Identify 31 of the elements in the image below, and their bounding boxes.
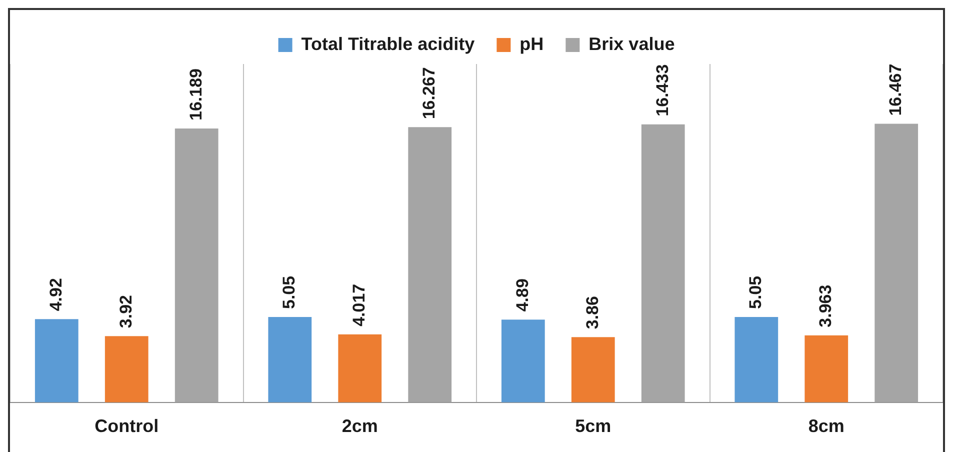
x-tick-label: 5cm [575,416,612,436]
x-tick-label: Control [94,416,159,436]
x-tick-label: 8cm [808,416,844,436]
bar [734,316,778,402]
data-label: 16.433 [652,64,672,116]
data-label: 4.017 [350,284,369,326]
bar [34,319,78,402]
data-label: 16.467 [886,64,906,116]
data-label: 3.92 [116,294,136,328]
bar [641,124,685,402]
data-label: 4.89 [512,278,532,312]
bar [268,316,312,402]
legend-label: Brix value [588,34,675,54]
data-label: 3.86 [582,296,602,330]
data-label: 16.267 [420,67,439,120]
bar [408,127,452,402]
legend-label: Total Titrable acidity [301,34,475,54]
bar [338,334,382,402]
legend-label: pH [520,34,544,54]
bar [874,124,918,402]
x-tick-label: 2cm [342,416,378,436]
bar [571,337,615,402]
data-label: 5.05 [746,276,766,309]
data-label: 3.963 [816,284,836,328]
data-label: 16.189 [186,68,206,120]
data-label: 4.92 [46,278,66,312]
bar [104,336,148,402]
data-label: 5.05 [280,276,299,309]
bar [501,320,545,402]
bar [804,335,848,402]
bar [174,128,218,402]
